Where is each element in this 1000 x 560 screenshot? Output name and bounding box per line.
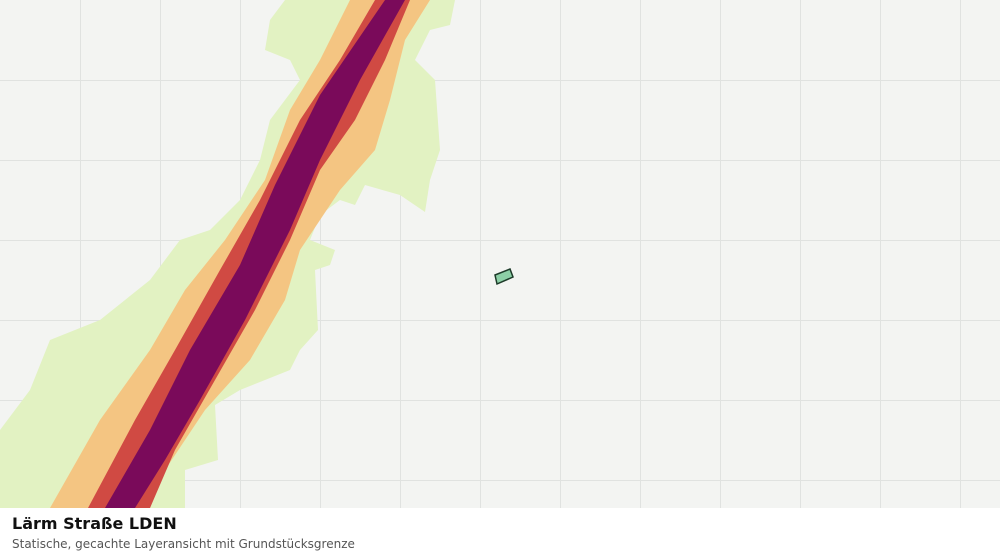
noise-zone-very-high — [105, 0, 405, 508]
layer-title: Lärm Straße LDEN — [12, 514, 177, 533]
noise-map[interactable] — [0, 0, 1000, 508]
info-panel: Lärm Straße LDEN Statische, gecachte Lay… — [0, 508, 1000, 560]
layer-subtitle: Statische, gecachte Layeransicht mit Gru… — [12, 537, 355, 551]
parcel-boundary[interactable] — [494, 268, 514, 286]
